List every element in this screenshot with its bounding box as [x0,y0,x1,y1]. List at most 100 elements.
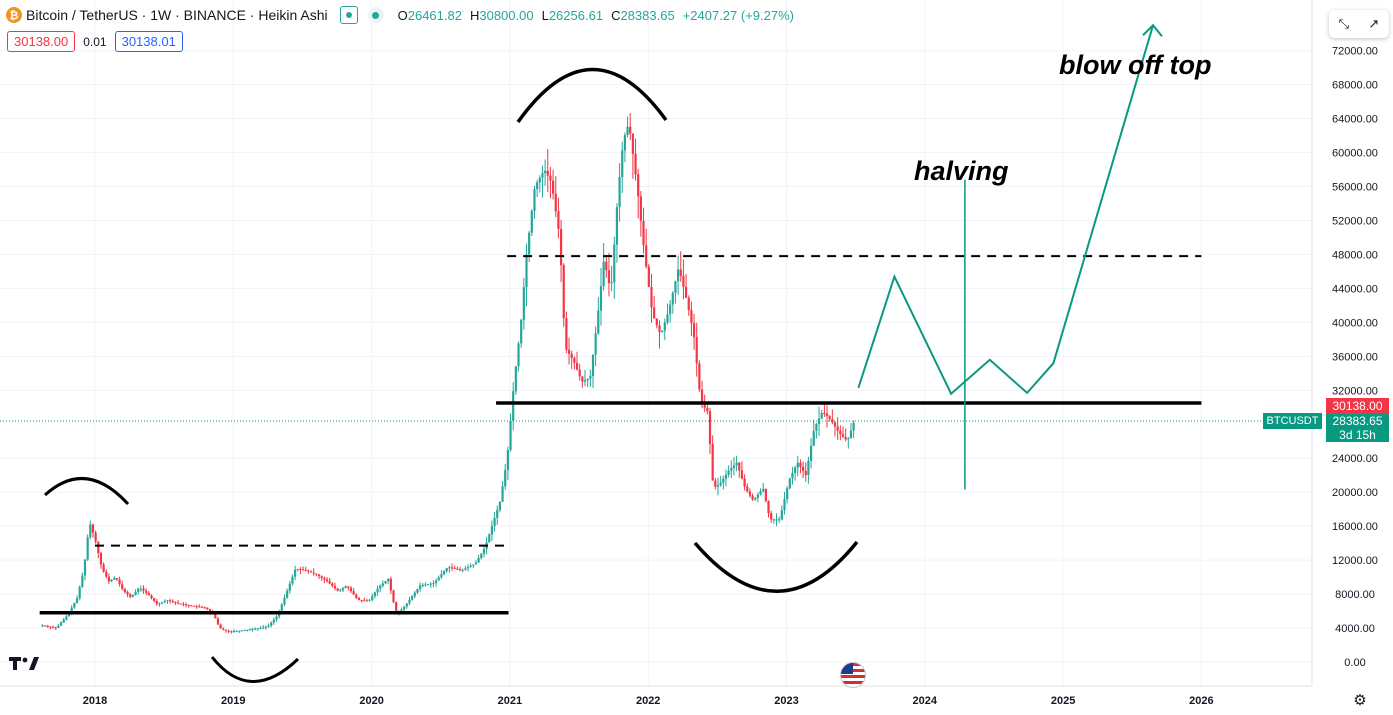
ohlc-close: C28383.65 [611,7,675,23]
price-axis: 72000.00 68000.00 64000.00 60000.00 56000.00… [1332,46,1378,669]
candle-body [809,445,813,461]
candle-body [746,486,749,492]
buy-button[interactable]: 30138.01 [114,31,183,52]
time-tick-label: 2025 [1051,695,1075,707]
candle-body [631,133,634,154]
candle-body [658,325,661,333]
candle-body [222,628,225,630]
candle-body [775,519,778,521]
sell-button[interactable]: 30138.00 [7,31,76,52]
candle-body [456,568,459,570]
symbol-title[interactable]: Bitcoin / TetherUS · 1W · BINANCE · Heik… [26,7,328,23]
candle-body [357,598,361,601]
candle-body [283,597,286,605]
candle-body [767,501,770,514]
candle-body [341,588,345,591]
gear-icon[interactable]: ⚙ [1353,691,1367,709]
candle-body [126,591,129,595]
candle-body [727,470,730,475]
candle-body [81,575,84,587]
grid-lines [0,0,1312,686]
candle-body [262,627,265,629]
candle-body [695,337,698,364]
price-tick-label: 4000.00 [1335,623,1375,635]
expand-icon[interactable]: ⤡ [1338,16,1350,32]
candle-body [280,604,283,612]
candle-body [783,499,786,511]
candle-body [719,482,722,486]
candle-body [392,590,395,603]
candle-body [669,304,672,315]
candle-body [54,627,57,629]
candle-body [618,177,621,208]
candle-body [602,261,605,287]
candle-body [331,583,334,586]
candle-body [134,591,137,596]
price-tick-label: 68000.00 [1332,80,1378,92]
candle-body [730,468,733,471]
candle-body [344,586,347,589]
candle-body [676,269,680,282]
candle-body [575,362,579,370]
candle-body [115,578,119,580]
candle-body [453,567,456,569]
candle-body [208,609,212,612]
candle-body [432,583,435,585]
candle-body [355,594,358,599]
candle-body [533,189,536,211]
candle-body [102,564,105,572]
support-resistance-lines [39,255,1202,615]
candle-body [692,323,696,338]
candle-body [254,628,257,630]
candle-body [304,569,307,571]
candle-body [243,630,246,632]
ask-price-label: 30138.00 [1326,398,1389,414]
candle-body [607,270,611,284]
candle-body [796,462,799,468]
candle-body [586,378,589,381]
candle-body [389,578,392,591]
compare-arrows-icon[interactable]: ⤡ ↗ [1329,10,1389,38]
price-tick-label: 20000.00 [1332,487,1378,499]
candle-body [408,599,411,604]
candle-body [762,488,765,492]
tradingview-logo[interactable] [9,654,41,672]
candle-body [764,488,767,502]
visibility-icon[interactable] [339,6,358,24]
trend-icon[interactable]: ↗ [1368,16,1380,32]
candle-body [551,180,555,194]
candle-body [525,254,528,288]
candle-body [716,485,720,487]
candle-body [113,578,116,580]
candle-body [541,173,544,178]
candle-body [448,567,451,569]
candle-body [549,175,552,181]
candles [41,113,855,634]
us-flag-icon[interactable] [840,662,866,688]
candle-body [235,630,238,632]
ohlc-low: L26256.61 [541,7,604,23]
candle-body [653,307,656,319]
candle-body [735,462,738,466]
candle-body [841,434,845,437]
market-status-icon[interactable] [367,7,384,23]
price-tick-label: 32000.00 [1332,385,1378,397]
price-tick-label: 64000.00 [1332,114,1378,126]
candle-body [44,625,47,627]
candle-body [530,210,533,233]
candle-body [605,261,608,271]
spread-value: 0.01 [83,34,107,49]
candle-body [565,318,568,350]
candle-body [94,532,97,542]
price-tick-label: 40000.00 [1332,317,1378,329]
candle-body [411,596,414,600]
candle-body [360,600,363,602]
candle-body [434,580,438,584]
candle-body [469,565,472,568]
arc-bottom-2022 [693,540,859,593]
time-tick-label: 2020 [359,695,383,707]
candle-body [514,366,517,392]
candle-body [722,478,725,483]
candle-body [97,541,100,554]
